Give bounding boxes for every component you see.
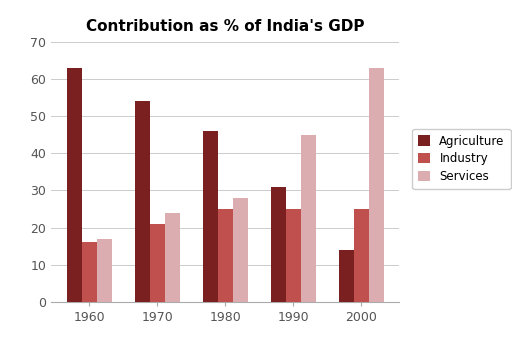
Bar <box>354 209 369 302</box>
Bar <box>286 209 301 302</box>
Bar <box>135 101 150 302</box>
Bar <box>271 187 286 302</box>
Bar <box>67 68 82 302</box>
Bar <box>150 224 165 302</box>
Title: Contribution as % of India's GDP: Contribution as % of India's GDP <box>86 18 365 34</box>
Legend: Agriculture, Industry, Services: Agriculture, Industry, Services <box>412 129 510 189</box>
Bar <box>301 135 315 302</box>
Bar <box>82 243 97 302</box>
Bar <box>369 68 383 302</box>
Bar <box>165 213 180 302</box>
Bar <box>218 209 233 302</box>
Bar <box>203 131 218 302</box>
Bar <box>233 198 248 302</box>
Bar <box>97 239 112 302</box>
Bar <box>339 250 354 302</box>
